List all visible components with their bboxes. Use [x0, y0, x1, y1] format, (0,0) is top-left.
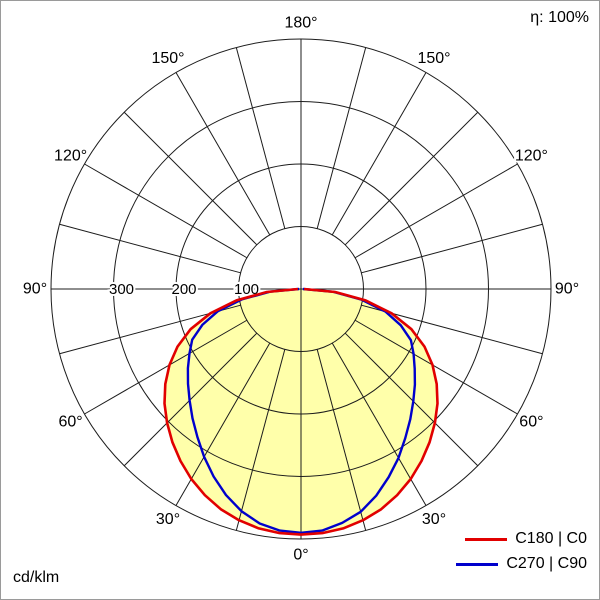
legend-label-c0: C180 | C0 [515, 530, 587, 547]
svg-text:150°: 150° [151, 50, 184, 67]
curve-c270-c90 [186, 287, 417, 534]
svg-text:0°: 0° [293, 547, 308, 564]
svg-text:60°: 60° [58, 414, 82, 431]
legend-item-c0: C180 | C0 [456, 530, 587, 548]
svg-text:90°: 90° [23, 281, 47, 298]
c0-line-swatch [465, 537, 508, 541]
polar-grid [50, 38, 552, 540]
curve-c180-c0 [163, 287, 439, 536]
c90-line-swatch [456, 562, 499, 566]
legend-label-c90: C270 | C90 [506, 555, 587, 572]
efficiency-label: η: 100% [530, 9, 589, 26]
svg-text:150°: 150° [417, 50, 450, 67]
svg-text:30°: 30° [422, 511, 446, 528]
svg-text:180°: 180° [284, 15, 317, 32]
legend-item-c90: C270 | C90 [456, 555, 587, 573]
svg-text:30°: 30° [156, 511, 180, 528]
svg-text:120°: 120° [515, 148, 548, 165]
svg-text:60°: 60° [519, 414, 543, 431]
svg-text:100: 100 [234, 281, 259, 298]
svg-text:200: 200 [171, 281, 196, 298]
unit-label: cd/klm [13, 569, 60, 586]
svg-text:300: 300 [109, 281, 134, 298]
ring-labels: 100 200 300 [107, 279, 261, 300]
angle-labels: 0° 30° 30° 60° 60° 90° 90° 120° 120° 150° 150° 180° [21, 13, 581, 566]
svg-text:120°: 120° [54, 148, 87, 165]
svg-text:90°: 90° [555, 281, 579, 298]
legend: C180 | C0 C270 | C90 [456, 530, 587, 573]
